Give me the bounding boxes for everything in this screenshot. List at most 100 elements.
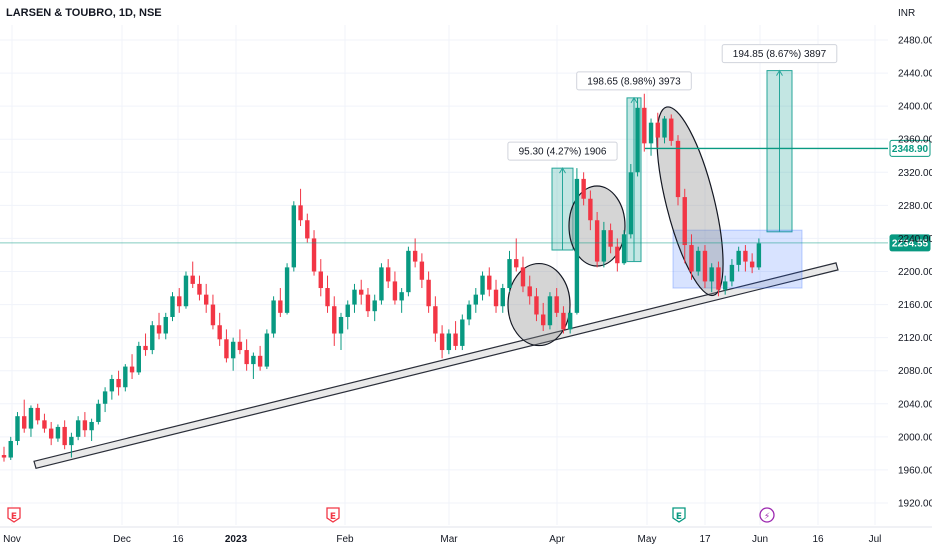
- candle-body: [615, 246, 620, 264]
- measure-label: 198.65 (8.98%) 3973: [587, 76, 681, 87]
- candle-body: [109, 378, 115, 392]
- candle-body: [1, 455, 7, 458]
- candle-body: [55, 426, 61, 439]
- candle-body: [257, 355, 263, 367]
- candle-body: [426, 279, 431, 307]
- support-trendline[interactable]: [33, 262, 839, 470]
- candle-body: [271, 300, 276, 334]
- candle-body: [419, 261, 425, 280]
- candle-body: [621, 234, 627, 264]
- candle-body: [278, 300, 283, 313]
- y-tick-label: 1960.00: [898, 465, 932, 476]
- candle-body: [608, 230, 613, 247]
- candle-body: [547, 296, 553, 326]
- measure-label-box: [507, 141, 618, 161]
- y-tick-label: 2200.00: [898, 267, 932, 278]
- x-tick-label: Nov: [3, 534, 21, 545]
- candle-body: [318, 271, 323, 289]
- candle-body: [224, 339, 229, 359]
- measure-label-box: [721, 44, 838, 64]
- drawings: [33, 69, 839, 470]
- candle-body: [365, 294, 371, 312]
- x-tick-label: 16: [172, 534, 184, 545]
- candle-body: [581, 178, 586, 199]
- candle-body: [48, 428, 54, 439]
- candle-body: [507, 259, 512, 289]
- candle-body: [163, 316, 168, 334]
- candle-body: [527, 286, 532, 297]
- y-tick-label: 2240.00: [898, 234, 932, 245]
- arrow-head: [559, 167, 566, 174]
- candle-body: [311, 238, 317, 272]
- dividend-event-icon[interactable]: [759, 507, 775, 523]
- overlay: 95.30 (4.27%) 1906 198.65 (8.98%) 3973 194…: [0, 44, 931, 252]
- x-tick-label: 2023: [225, 534, 248, 545]
- candle-body: [190, 275, 195, 284]
- candle-body: [338, 316, 344, 334]
- candle-body: [473, 294, 478, 305]
- candle-body: [22, 416, 27, 429]
- candle-body: [42, 420, 47, 429]
- candle-body: [399, 292, 404, 301]
- time-axis[interactable]: Nov Dec 16 2023 Feb Mar Apr May 17 Jun 16 Jul E E E ⚡: [3, 507, 881, 545]
- x-tick-label: Feb: [336, 534, 354, 545]
- candle-body: [237, 341, 243, 351]
- price-badge: [889, 139, 931, 157]
- candles: [1, 93, 762, 462]
- y-tick-label: 2000.00: [898, 432, 932, 443]
- candle-body: [352, 289, 357, 305]
- candle-body: [554, 296, 559, 313]
- earnings-event-icon[interactable]: [672, 507, 686, 523]
- candle-body: [642, 107, 647, 144]
- candle-body: [15, 416, 20, 441]
- candle-body: [493, 289, 499, 307]
- candle-body: [729, 264, 735, 282]
- price-axis[interactable]: 2480.00 2440.00 2400.00 2360.00 2320.00 2280.…: [898, 36, 932, 510]
- candle-body: [197, 283, 202, 295]
- candle-body: [520, 267, 526, 287]
- y-tick-label: 2400.00: [898, 102, 932, 113]
- candle-body: [561, 312, 566, 330]
- x-tick-label: Mar: [440, 534, 458, 545]
- x-tick-label: Jun: [752, 534, 768, 545]
- candle-body: [487, 275, 492, 290]
- candle-body: [325, 288, 330, 307]
- pattern-ellipse[interactable]: [643, 101, 737, 301]
- candle-body: [8, 440, 13, 458]
- candle-body: [574, 178, 580, 313]
- chart-title: LARSEN & TOUBRO, 1D, NSE: [6, 7, 162, 19]
- candle-body: [359, 289, 364, 295]
- candle-body: [439, 333, 445, 351]
- candle-body: [28, 407, 34, 429]
- earnings-event-icon[interactable]: [7, 507, 21, 523]
- arrow-head: [776, 69, 783, 76]
- candle-body: [35, 407, 40, 421]
- candle-body: [284, 267, 290, 313]
- candle-body: [500, 288, 505, 307]
- candle-body: [264, 333, 270, 367]
- candle-body: [75, 420, 81, 437]
- candle-body: [156, 325, 162, 334]
- candle-body: [534, 296, 539, 315]
- candle-body: [116, 378, 121, 388]
- pattern-ellipse[interactable]: [507, 262, 571, 347]
- candle-body: [541, 314, 546, 326]
- candle-body: [567, 312, 573, 330]
- candle-body: [251, 355, 256, 365]
- earnings-event-icon[interactable]: [326, 507, 340, 523]
- candle-body: [702, 250, 708, 282]
- candle-body: [696, 250, 701, 272]
- candle-body: [635, 107, 640, 173]
- candle-body: [749, 261, 755, 268]
- candle-body: [170, 296, 175, 317]
- candle-body: [244, 350, 249, 365]
- candle-body: [62, 426, 67, 446]
- candle-body: [453, 333, 458, 346]
- candle-body: [345, 304, 350, 317]
- y-tick-label: 2040.00: [898, 399, 932, 410]
- candle-body: [150, 325, 155, 351]
- measure-label-box: [576, 71, 692, 91]
- candle-body: [594, 220, 600, 262]
- candle-body: [372, 300, 377, 312]
- candle-body: [689, 245, 694, 272]
